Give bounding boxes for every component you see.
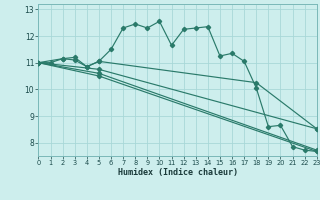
X-axis label: Humidex (Indice chaleur): Humidex (Indice chaleur) [118,168,238,177]
